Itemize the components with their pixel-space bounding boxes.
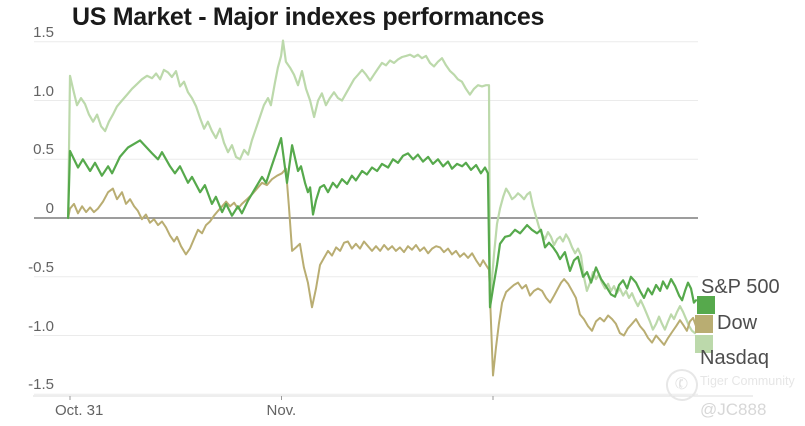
y-axis-tick-label: 0 [45,200,54,217]
legend-swatch-nasdaq [695,335,713,353]
legend-label-sp500: S&P 500 [701,276,780,298]
y-axis-tick-label: 1.0 [33,82,54,100]
legend-label-dow: Dow [717,312,758,334]
series-line-nasdaq [66,39,697,335]
legend-swatch-sp500 [697,296,715,314]
y-axis-tick-label: 1.5 [33,23,54,41]
series-line-sp500 [66,137,698,309]
y-axis-tick-label: -1.5 [28,376,54,394]
series-line-dow [67,167,697,377]
y-axis-tick-label: 0.5 [33,141,54,159]
legend-swatch-dow [695,315,713,333]
x-axis-tick-label: Oct. 31 [55,402,104,419]
legend-label-nasdaq: Nasdaq [700,347,769,369]
watermark-community-text: Tiger Community [700,374,795,388]
watermark-handle-text: @JC888 [700,400,767,419]
chart-title: US Market - Major indexes performances [72,3,545,31]
x-axis-tick-label: Nov. [266,402,297,419]
y-axis-tick-label: -0.5 [28,258,54,276]
y-axis-tick-label: -1.0 [28,317,54,335]
